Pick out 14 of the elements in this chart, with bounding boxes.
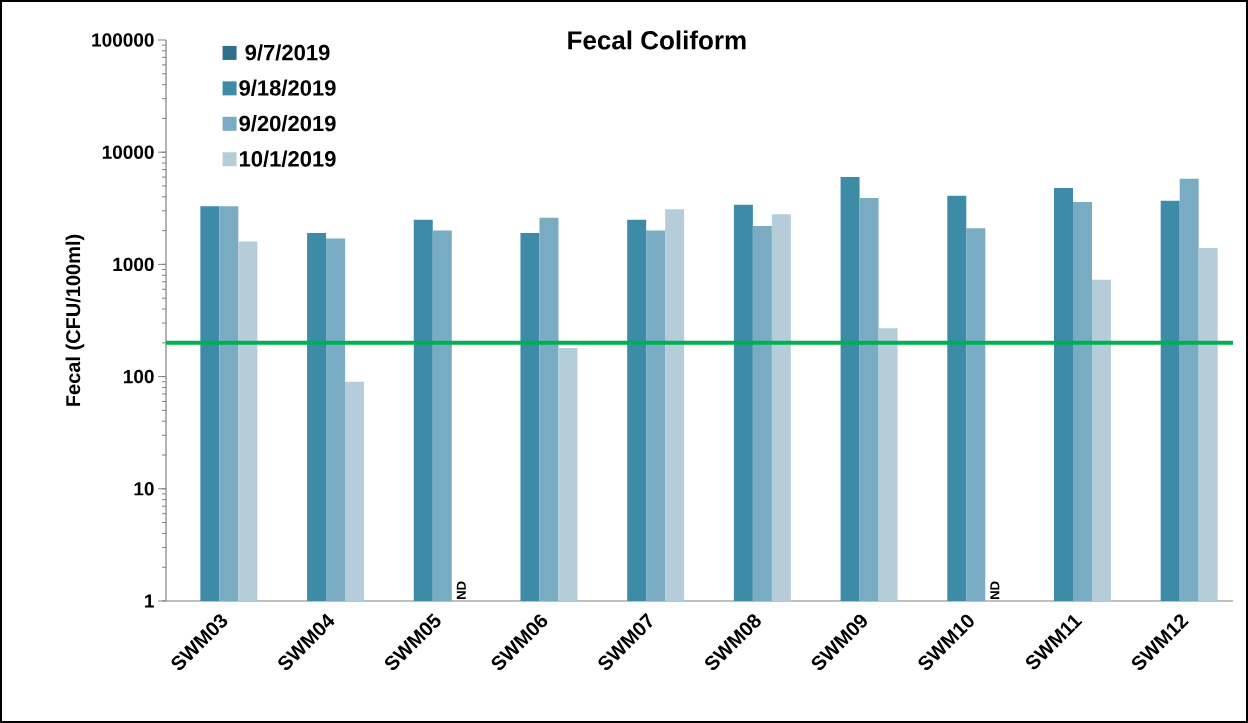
chart-title: Fecal Coliform — [568, 30, 746, 50]
y-tick-label: 10 — [134, 482, 154, 496]
y-tick-label: 1000 — [113, 257, 154, 272]
legend-label: 9/20/2019 — [239, 115, 336, 132]
annotation: ND — [456, 581, 466, 599]
y-tick-label: 10000 — [102, 145, 154, 159]
y-tick-label: 100000 — [92, 33, 154, 47]
y-axis-title: Fecal (CFU/100ml) — [65, 234, 85, 406]
legend-label: 9/18/2019 — [239, 79, 336, 97]
y-tick-label: 1 — [145, 594, 154, 608]
annotation: ND — [990, 581, 1000, 599]
y-tick-label: 100 — [123, 369, 154, 384]
legend-label: 9/7/2019 — [245, 44, 330, 61]
legend-label: 10/1/2019 — [239, 150, 336, 167]
